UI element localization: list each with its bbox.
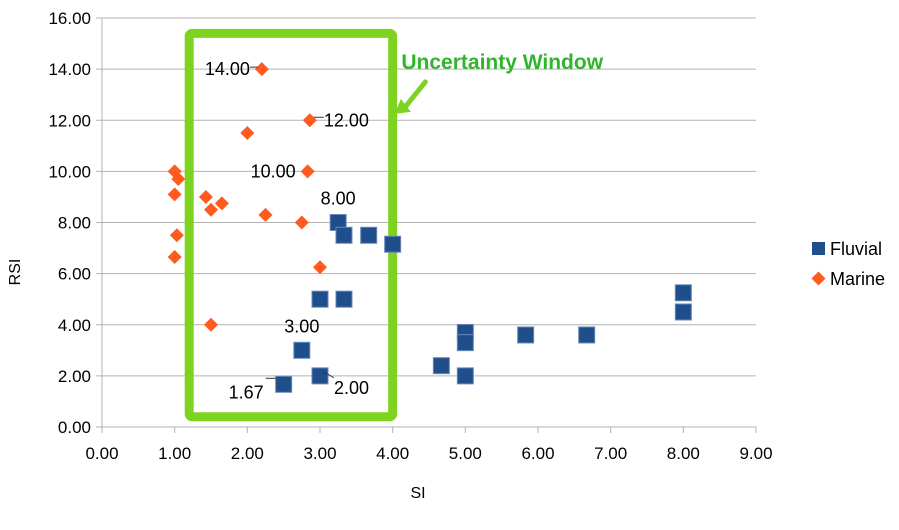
annotation-arrow-head — [394, 98, 411, 114]
fluvial-point — [674, 284, 692, 302]
x-tick-label: 3.00 — [303, 444, 336, 463]
fluvial-point — [432, 357, 450, 375]
x-tick-label: 7.00 — [594, 444, 627, 463]
y-axis-title: RSI — [7, 259, 24, 286]
fluvial-point — [456, 334, 474, 352]
x-tick-label: 5.00 — [449, 444, 482, 463]
point-label: 12.00 — [324, 110, 369, 130]
marine-point — [198, 189, 213, 204]
label-leader-line — [323, 371, 335, 379]
marine-point — [258, 207, 273, 222]
fluvial-point — [335, 226, 353, 244]
x-tick-label: 8.00 — [667, 444, 700, 463]
y-tick-label: 6.00 — [58, 265, 91, 284]
y-tick-label: 10.00 — [48, 162, 91, 181]
point-label: 10.00 — [251, 161, 296, 181]
fluvial-point — [311, 290, 329, 308]
marine-point — [167, 187, 182, 202]
marine-point — [204, 317, 218, 332]
point-label: 2.00 — [334, 378, 369, 398]
x-tick-label: 9.00 — [739, 444, 772, 463]
uncertainty-window: Uncertainty Window — [184, 28, 604, 422]
marine-point — [240, 126, 255, 141]
marine-point — [302, 113, 317, 128]
legend: Fluvial Marine — [811, 239, 885, 289]
y-tick-label: 0.00 — [58, 418, 91, 437]
marine-point — [167, 250, 182, 265]
fluvial-point — [293, 341, 311, 359]
fluvial-point — [456, 367, 474, 385]
legend-label: Marine — [830, 269, 885, 289]
legend-fluvial-marker — [812, 242, 825, 255]
fluvial-point — [275, 375, 293, 393]
x-tick-label: 1.00 — [158, 444, 191, 463]
fluvial-point — [335, 290, 353, 308]
marine-point — [254, 62, 269, 77]
fluvial-point — [674, 303, 692, 321]
marine-point — [214, 196, 229, 211]
marine-point — [204, 202, 218, 217]
point-label: 8.00 — [321, 189, 356, 209]
x-tick-label: 4.00 — [376, 444, 409, 463]
fluvial-point — [517, 326, 535, 344]
marine-point — [294, 215, 309, 230]
x-tick-label: 2.00 — [231, 444, 264, 463]
marine-point — [169, 228, 184, 243]
y-tick-label: 8.00 — [58, 214, 91, 233]
y-tick-label: 4.00 — [58, 316, 91, 335]
gridlines — [102, 17, 756, 428]
point-label: 14.00 — [205, 59, 250, 79]
fluvial-point — [360, 226, 378, 244]
fluvial-point — [311, 367, 329, 385]
y-tick-label: 2.00 — [58, 367, 91, 386]
x-axis-title: SI — [410, 485, 425, 502]
x-tick-label: 0.00 — [85, 444, 118, 463]
point-label: 1.67 — [229, 382, 264, 402]
marine-point — [313, 260, 327, 275]
y-tick-label: 12.00 — [48, 111, 91, 130]
legend-label: Fluvial — [830, 239, 882, 259]
uncertainty-window-label: Uncertainty Window — [401, 51, 603, 74]
legend-marine-marker — [811, 271, 826, 286]
uncertainty-window-box — [184, 28, 398, 422]
y-tick-label: 16.00 — [48, 9, 91, 28]
fluvial-point — [578, 326, 596, 344]
axes: 0.00 2.00 4.00 6.00 8.00 10.00 12.00 14.00 16.00… — [48, 9, 772, 463]
point-label: 3.00 — [284, 316, 319, 336]
marine-point — [300, 164, 315, 179]
y-tick-label: 14.00 — [48, 60, 91, 79]
x-tick-label: 6.00 — [521, 444, 554, 463]
fluvial-point — [384, 235, 402, 253]
annotation-arrow-shaft — [400, 79, 428, 113]
point-labels: 14.00 12.00 10.00 8.00 3.00 1.67 2.00 — [205, 59, 369, 402]
marine-point — [171, 172, 186, 187]
data-points — [167, 62, 692, 393]
